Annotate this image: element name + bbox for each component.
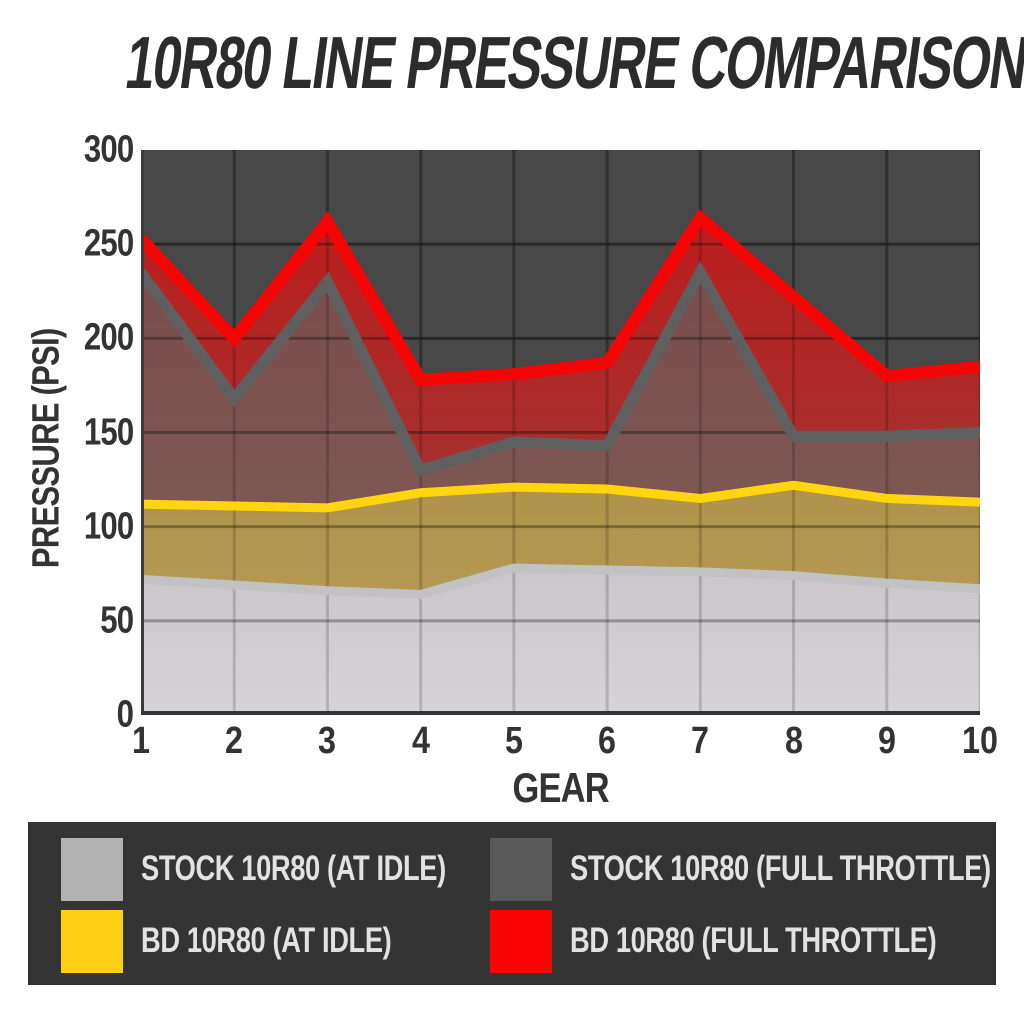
y-tick-label: 250 [83,222,133,265]
y-tick-label: 200 [83,316,133,359]
x-tick-label: 2 [225,720,244,762]
chart-title-wrap: 10R80 LINE PRESSURE COMPARISON [0,21,1024,104]
y-tick-label: 50 [99,599,134,642]
legend-item-stock-idle: STOCK 10R80 (AT IDLE) [61,837,532,901]
y-tick-label: 150 [83,411,133,453]
x-tick-label: 8 [784,720,803,762]
x-tick-label: 10 [962,720,998,762]
legend-label-stock-idle: STOCK 10R80 (AT IDLE) [141,849,446,888]
legend-item-stock-full-throttle: STOCK 10R80 (FULL THROTTLE) [490,837,1024,901]
x-tick-label: 4 [411,720,430,762]
legend-label-bd-idle: BD 10R80 (AT IDLE) [141,921,392,960]
x-tick-label: 7 [691,720,710,762]
x-tick-label: 9 [877,720,896,762]
x-axis-title: GEAR [512,764,609,811]
y-tick-label: 300 [83,128,133,171]
legend-item-bd-idle: BD 10R80 (AT IDLE) [61,909,462,973]
y-tick-label: 100 [83,505,133,548]
x-tick-label: 1 [132,720,150,762]
legend: STOCK 10R80 (AT IDLE) STOCK 10R80 (FULL … [28,822,996,985]
y-axis-ticks: 0 50 100 150 200 250 300 [55,129,134,736]
x-axis-title-wrap: GEAR [141,764,980,812]
y-tick-label: 0 [116,693,133,736]
legend-label-stock-full-throttle: STOCK 10R80 (FULL THROTTLE) [570,849,991,888]
chart-title: 10R80 LINE PRESSURE COMPARISON [121,20,1024,104]
x-axis-ticks: 1 2 3 4 5 6 7 8 9 10 [132,720,998,762]
legend-swatch-bd-idle [61,909,123,973]
legend-label-bd-full-throttle: BD 10R80 (FULL THROTTLE) [570,921,937,960]
chart [141,150,980,715]
x-tick-label: 3 [318,720,337,762]
x-tick-label: 5 [504,720,523,762]
legend-swatch-stock-full-throttle [490,837,552,901]
plot-area [141,150,980,715]
x-tick-label: 6 [598,720,617,762]
legend-swatch-bd-full-throttle [490,909,552,973]
legend-item-bd-full-throttle: BD 10R80 (FULL THROTTLE) [490,909,1024,973]
legend-swatch-stock-idle [61,837,123,901]
